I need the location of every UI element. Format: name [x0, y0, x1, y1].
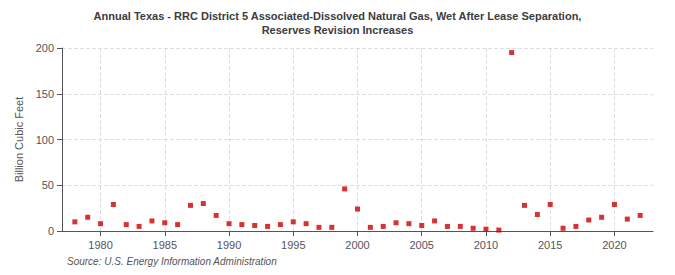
svg-text:2010: 2010 [474, 239, 498, 251]
svg-text:150: 150 [36, 88, 54, 100]
svg-text:2020: 2020 [602, 239, 626, 251]
svg-text:Billion Cubic Feet: Billion Cubic Feet [13, 97, 25, 183]
svg-text:Source: U.S. Energy Informatio: Source: U.S. Energy Information Administ… [67, 256, 277, 267]
svg-text:1985: 1985 [153, 239, 177, 251]
svg-text:2005: 2005 [409, 239, 433, 251]
svg-text:2015: 2015 [538, 239, 562, 251]
svg-text:200: 200 [36, 42, 54, 54]
svg-text:Annual Texas - RRC District 5: Annual Texas - RRC District 5 Associated… [94, 10, 582, 22]
svg-text:Reserves Revision Increases: Reserves Revision Increases [262, 24, 414, 36]
svg-text:1980: 1980 [88, 239, 112, 251]
svg-text:1990: 1990 [217, 239, 241, 251]
svg-text:2000: 2000 [345, 239, 369, 251]
svg-text:50: 50 [42, 179, 54, 191]
svg-text:0: 0 [48, 225, 54, 237]
svg-text:1995: 1995 [281, 239, 305, 251]
svg-text:100: 100 [36, 134, 54, 146]
